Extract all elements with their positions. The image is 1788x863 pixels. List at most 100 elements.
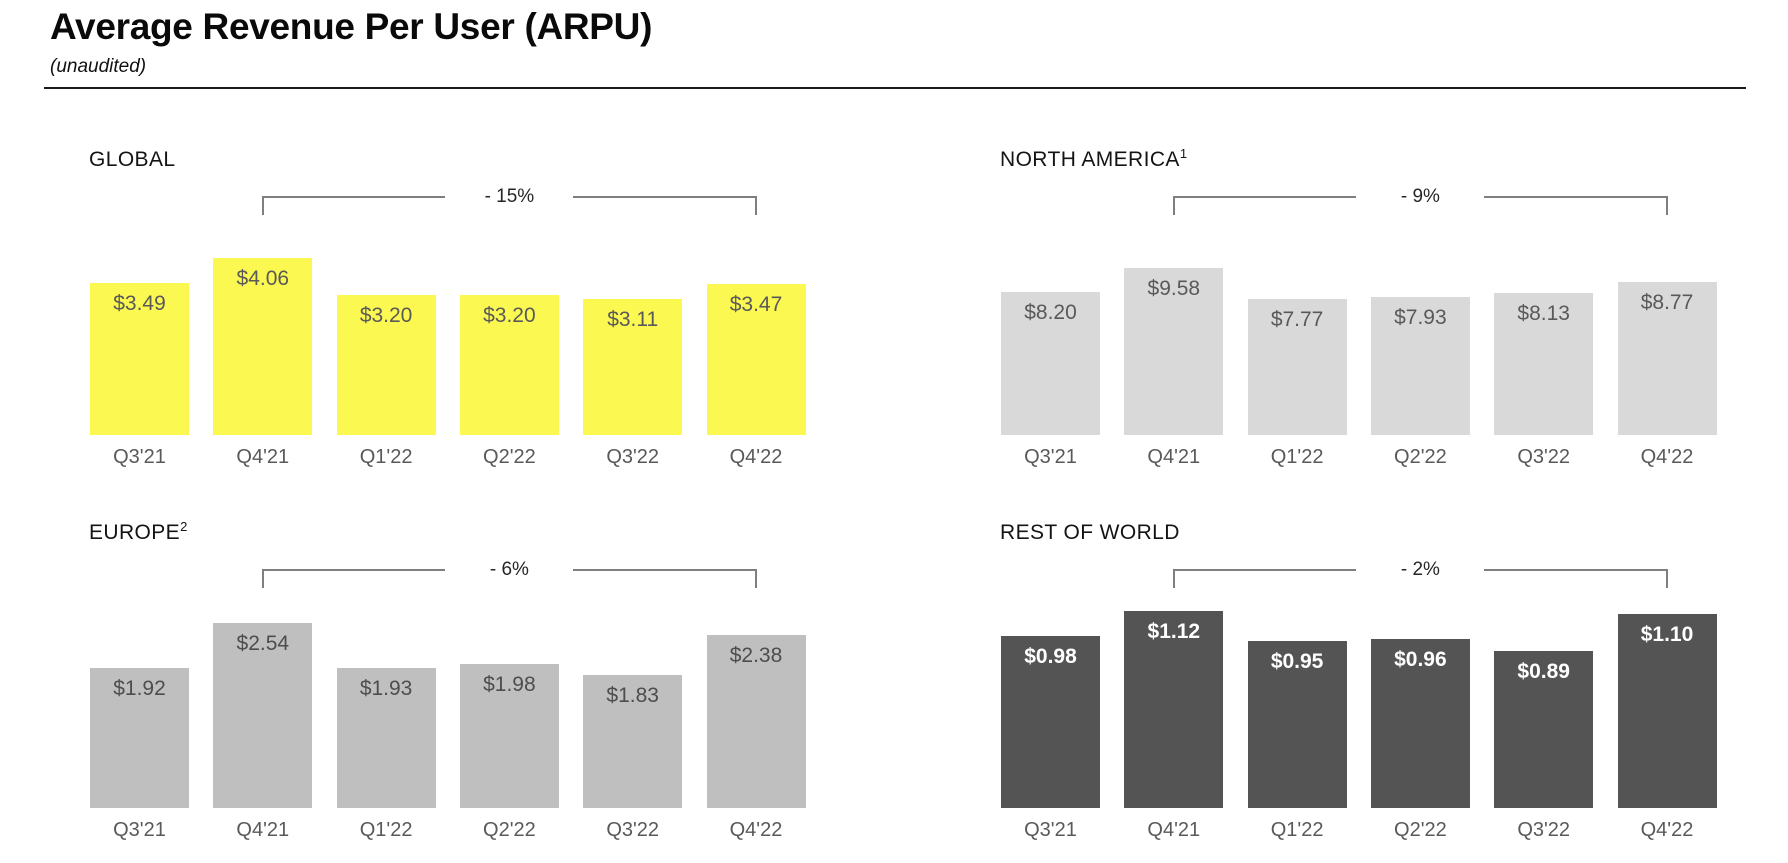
bar-value-label: $7.93 (1394, 305, 1447, 329)
page-subtitle: (unaudited) (50, 56, 147, 77)
chart-europe: EUROPE2 - 6% $1.92 Q3'21 $2.54 Q4'21 $1.93 Q1'2… (84, 513, 810, 863)
change-bracket-right-line (1484, 196, 1667, 198)
change-bracket-left-tick (1173, 569, 1175, 588)
x-axis-label: Q2'22 (483, 819, 536, 841)
bar-value-label: $1.10 (1640, 623, 1694, 647)
bar-q321: $1.92 (90, 668, 189, 808)
change-bracket-left-line (262, 569, 446, 571)
x-axis-label: Q3'22 (1517, 819, 1571, 841)
x-axis-label: Q3'21 (1024, 819, 1077, 841)
bar-value-label: $2.54 (236, 632, 290, 656)
x-axis-label: Q3'21 (113, 819, 166, 841)
bar-q422: $3.47 (706, 283, 806, 435)
change-bracket-right-tick (1666, 196, 1668, 215)
chart-title: NORTH AMERICA1 (1000, 146, 1188, 171)
chart-title-footnote-mark: 2 (180, 519, 188, 534)
x-axis-label: Q4'21 (236, 819, 290, 841)
chart-rest-of-world: REST OF WORLD - 2% $0.98 Q3'21 $1.12 Q4'21 $0.… (995, 513, 1721, 863)
x-axis-label: Q4'21 (1147, 819, 1201, 841)
bar-q321: $0.98 (1001, 635, 1100, 808)
chart-title: GLOBAL (89, 148, 176, 171)
chart-title-footnote-mark: 1 (1179, 146, 1188, 161)
bar-value-label: $8.77 (1640, 290, 1694, 314)
bar-q422: $1.10 (1617, 614, 1717, 808)
bar-value-label: $0.89 (1517, 660, 1570, 684)
x-axis-label: Q1'22 (359, 819, 413, 841)
x-axis-label: Q4'22 (729, 446, 783, 468)
bar-q421: $9.58 (1124, 267, 1224, 435)
bar-q122: $0.95 (1247, 640, 1347, 808)
change-bracket-left-tick (262, 569, 264, 588)
bar-value-label: $1.83 (606, 683, 659, 707)
bar-value-label: $7.77 (1270, 308, 1324, 332)
bar-value-label: $4.06 (236, 267, 290, 290)
bar-value-label: $9.58 (1147, 276, 1201, 300)
bar-value-label: $1.92 (113, 677, 166, 701)
change-bracket-left-tick (1173, 196, 1175, 215)
chart-title: EUROPE2 (89, 519, 188, 544)
bar-q421: $4.06 (213, 258, 313, 435)
bar-q421: $1.12 (1124, 610, 1224, 808)
change-percentage-label: - 15% (484, 186, 535, 207)
chart-north-america: NORTH AMERICA1 - 9% $8.20 Q3'21 $9.58 Q4'21 $7… (995, 140, 1721, 490)
x-axis-label: Q2'22 (1394, 446, 1447, 468)
bar-value-label: $3.47 (729, 292, 783, 316)
x-axis-label: Q3'22 (606, 819, 660, 841)
change-percentage-label: - 2% (1400, 559, 1440, 580)
change-percentage-label: - 6% (489, 559, 529, 580)
change-bracket-right-line (573, 569, 756, 571)
x-axis-label: Q4'21 (236, 446, 290, 468)
change-bracket-left-line (1173, 569, 1357, 571)
bar-value-label: $3.20 (483, 304, 536, 328)
bar-q222: $7.93 (1370, 296, 1470, 435)
bar-q422: $8.77 (1617, 281, 1717, 435)
x-axis-label: Q2'22 (483, 446, 536, 468)
header-divider-rule (44, 87, 1746, 89)
bar-value-label: $1.12 (1147, 619, 1201, 643)
change-bracket-left-line (262, 196, 446, 198)
x-axis-label: Q1'22 (1270, 819, 1324, 841)
bar-q321: $8.20 (1001, 291, 1100, 435)
bar-value-label: $1.98 (483, 672, 536, 696)
bar-value-label: $0.98 (1024, 644, 1077, 668)
chart-global: GLOBAL - 15% $3.49 Q3'21 $4.06 Q4'21 $3.20 Q1'2… (84, 140, 810, 490)
change-bracket-right-line (573, 196, 756, 198)
bar-q422: $2.38 (706, 634, 806, 808)
bar-value-label: $0.95 (1270, 649, 1324, 673)
change-bracket-right-tick (755, 569, 757, 588)
bar-q322: $3.11 (583, 299, 683, 435)
x-axis-label: Q3'21 (1024, 446, 1077, 468)
bar-q321: $3.49 (90, 282, 189, 435)
bar-value-label: $3.11 (607, 308, 659, 332)
bar-value-label: $3.49 (113, 291, 166, 315)
bar-q322: $8.13 (1494, 293, 1594, 435)
bar-q122: $7.77 (1247, 299, 1347, 435)
bar-q322: $1.83 (583, 674, 683, 808)
x-axis-label: Q4'22 (1640, 446, 1694, 468)
change-bracket-left-tick (262, 196, 264, 215)
change-bracket-right-line (1484, 569, 1667, 571)
change-bracket-right-tick (755, 196, 757, 215)
x-axis-label: Q2'22 (1394, 819, 1447, 841)
bar-q122: $3.20 (336, 295, 436, 435)
x-axis-label: Q4'22 (1640, 819, 1694, 841)
x-axis-label: Q3'21 (113, 446, 166, 468)
x-axis-label: Q3'22 (1517, 446, 1571, 468)
change-percentage-label: - 9% (1400, 186, 1440, 207)
x-axis-label: Q4'21 (1147, 446, 1201, 468)
bar-q222: $0.96 (1370, 639, 1470, 808)
x-axis-label: Q4'22 (729, 819, 783, 841)
bar-value-label: $2.38 (729, 643, 783, 667)
change-bracket-right-tick (1666, 569, 1668, 588)
chart-title: REST OF WORLD (1000, 521, 1180, 544)
bar-q322: $0.89 (1494, 651, 1594, 808)
bar-value-label: $1.93 (359, 676, 413, 700)
x-axis-label: Q3'22 (606, 446, 660, 468)
bar-q122: $1.93 (336, 667, 436, 808)
page-title: Average Revenue Per User (ARPU) (50, 6, 653, 47)
bar-value-label: $8.13 (1517, 302, 1570, 326)
bar-q421: $2.54 (213, 623, 313, 808)
change-bracket-left-line (1173, 196, 1357, 198)
x-axis-label: Q1'22 (1270, 446, 1324, 468)
bar-value-label: $0.96 (1394, 648, 1447, 672)
